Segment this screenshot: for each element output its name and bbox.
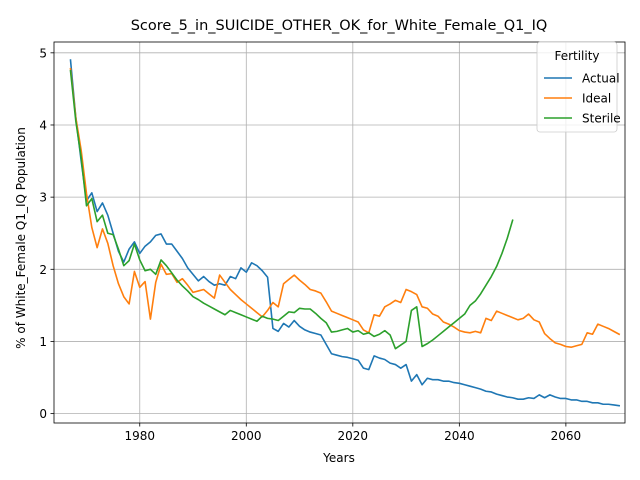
- x-tick-label: 2060: [551, 429, 582, 443]
- y-tick-label: 5: [39, 46, 47, 60]
- legend-title: Fertility: [554, 49, 599, 63]
- x-axis-ticks: 1980 2000 2020 2040 2060: [124, 423, 581, 443]
- y-tick-label: 2: [39, 263, 47, 277]
- legend-entries: Actual Ideal Sterile: [544, 72, 621, 126]
- series-line-sterile: [69, 69, 514, 350]
- y-tick-label: 0: [39, 407, 47, 421]
- series-lines: [69, 59, 621, 407]
- legend-box: [536, 41, 618, 133]
- series-line-actual: [69, 59, 621, 407]
- x-tick-label: 1980: [124, 429, 155, 443]
- y-tick-label: 1: [39, 335, 47, 349]
- x-axis-label: Years: [322, 451, 355, 465]
- y-axis-label: % of White_Female Q1_IQ Population: [14, 127, 28, 349]
- chart-title: Score_5_in_SUICIDE_OTHER_OK_for_White_Fe…: [131, 18, 548, 34]
- y-tick-label: 3: [39, 191, 47, 205]
- plot-frame: [53, 41, 626, 424]
- y-axis-ticks: 0 1 2 3 4 5: [39, 46, 54, 421]
- series-line-ideal: [69, 67, 621, 349]
- x-tick-label: 2040: [444, 429, 475, 443]
- legend-label-sterile: Sterile: [582, 112, 621, 126]
- legend-label-actual: Actual: [582, 72, 620, 86]
- x-tick-label: 2000: [231, 429, 262, 443]
- y-tick-label: 4: [39, 118, 47, 132]
- legend: Fertility Actual Ideal Sterile: [536, 41, 621, 133]
- x-tick-label: 2020: [338, 429, 369, 443]
- legend-label-ideal: Ideal: [582, 92, 611, 106]
